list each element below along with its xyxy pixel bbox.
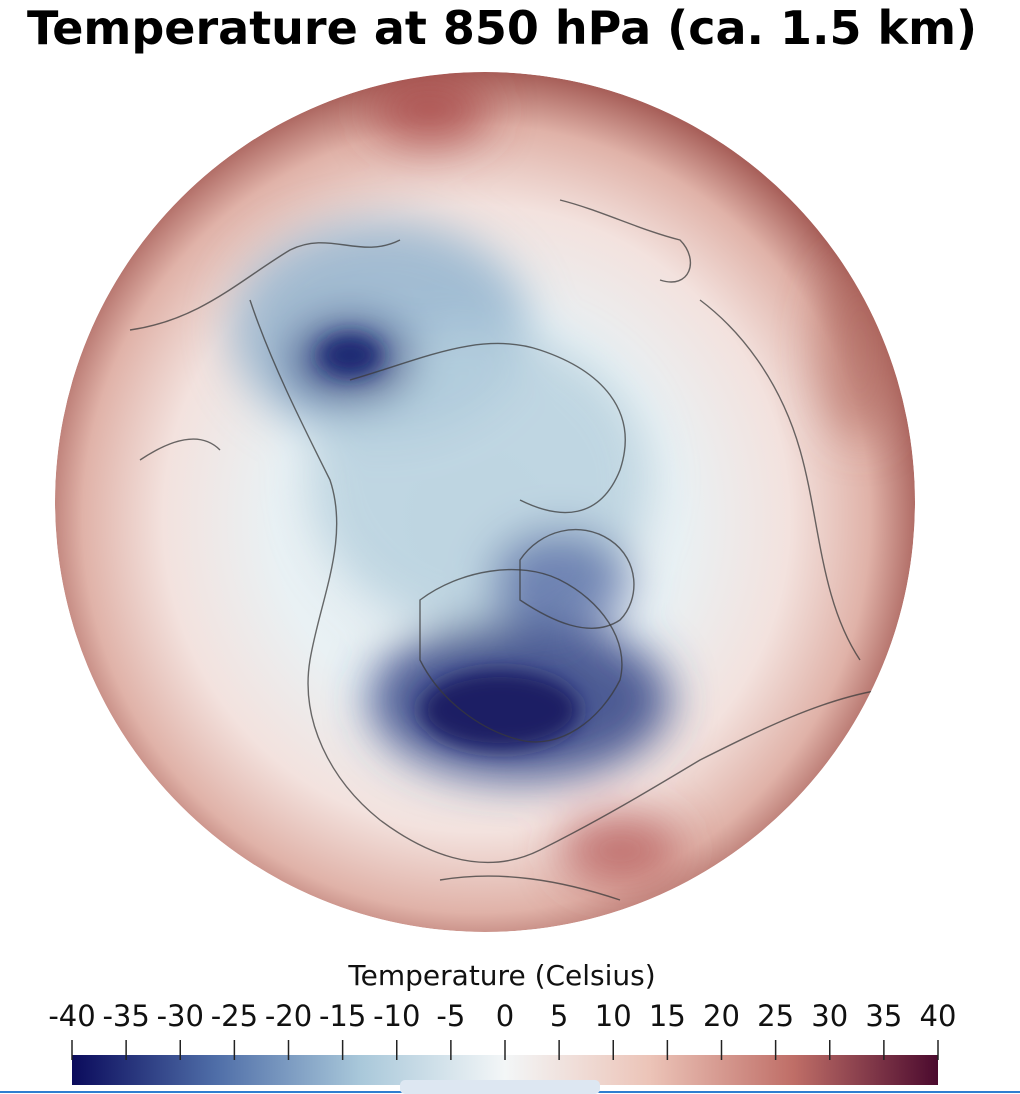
tick-label: 30: [811, 999, 848, 1033]
tick-label: 35: [865, 999, 902, 1033]
tick-label: 5: [550, 999, 568, 1033]
tick-label: 25: [757, 999, 794, 1033]
tick-label: -15: [319, 999, 366, 1033]
tick-label: -40: [48, 999, 95, 1033]
tick-label: -35: [102, 999, 149, 1033]
title: Temperature at 850 hPa (ca. 1.5 km): [27, 1, 977, 55]
scroll-tab: [400, 1080, 600, 1094]
tick-label: -10: [373, 999, 420, 1033]
tick-label: 40: [920, 999, 957, 1033]
globe: [55, 72, 915, 932]
tick-label: 10: [595, 999, 632, 1033]
colorbar-ticks: -40 -35 -30 -25 -20 -15 -10 -5 0 5 10 15 20 25 30 35 40: [48, 999, 956, 1060]
tick-label: -5: [436, 999, 465, 1033]
colorbar-label: Temperature (Celsius): [347, 959, 655, 992]
tick-label: -25: [211, 999, 258, 1033]
tick-label: -20: [265, 999, 312, 1033]
tick-label: 20: [703, 999, 740, 1033]
tick-label: 0: [496, 999, 514, 1033]
tick-label: 15: [649, 999, 686, 1033]
tick-label: -30: [157, 999, 204, 1033]
